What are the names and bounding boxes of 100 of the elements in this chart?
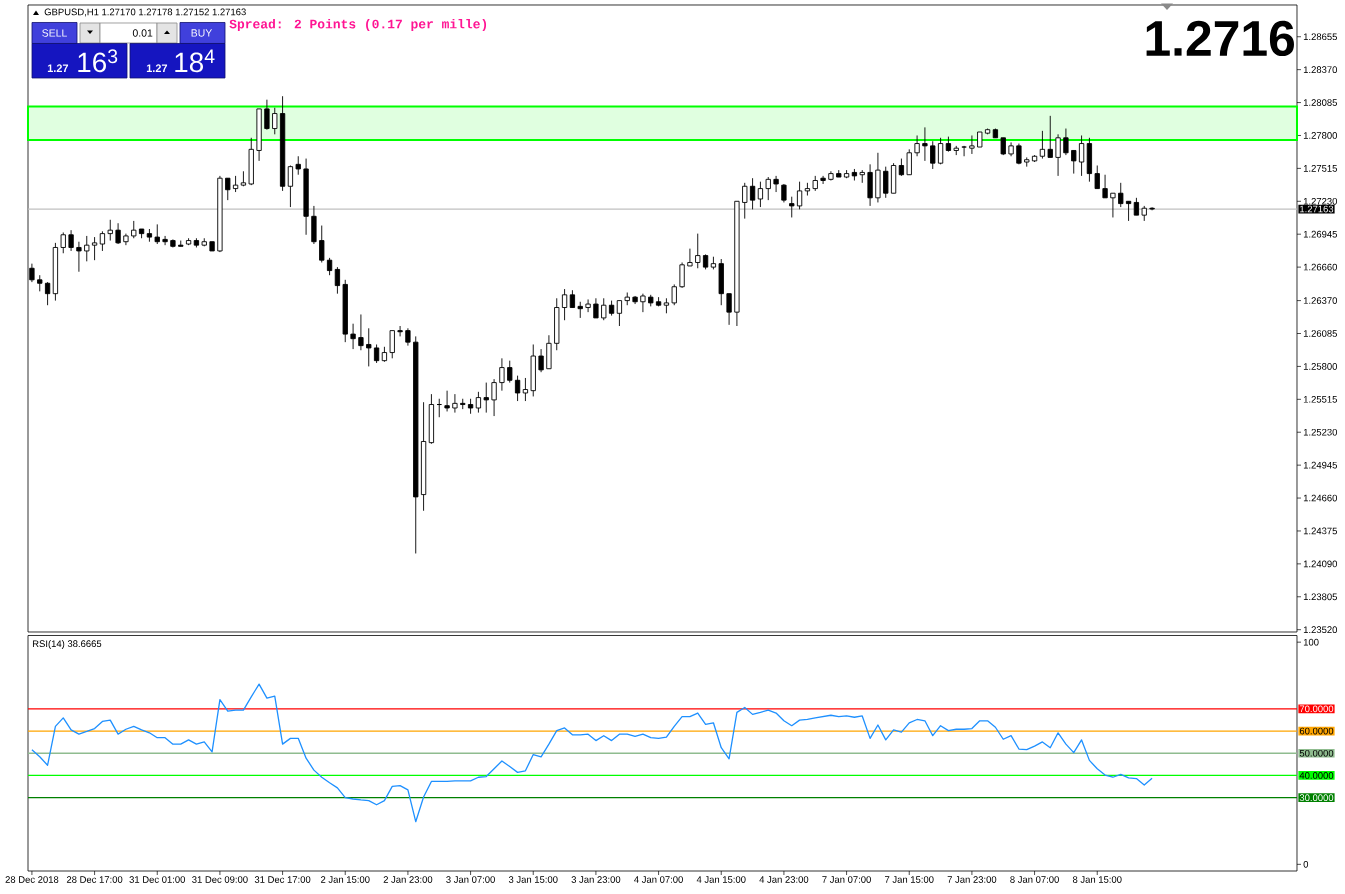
annotation: 1.2716 (1146, 20, 1294, 57)
candlestick (930, 140, 936, 170)
candlestick (366, 327, 372, 367)
y-tick-label: 1.24660 (1303, 494, 1338, 502)
candlestick (1102, 174, 1108, 199)
candlestick (1094, 165, 1100, 190)
chart-title: GBPUSD,H1 1.27170 1.27178 1.27152 1.27163 (44, 8, 246, 17)
candlestick (1055, 133, 1061, 177)
candlestick (1047, 115, 1053, 158)
candlestick (264, 99, 270, 131)
x-tick-label: 3 Jan 15:00 (508, 876, 558, 883)
ref-line-label: 1.27163 (1300, 205, 1334, 213)
candlestick (334, 266, 341, 295)
candlestick (44, 281, 51, 306)
y-tick-label: 1.25230 (1303, 428, 1338, 436)
candlestick (162, 235, 168, 246)
x-tick-label: 31 Dec 01:00 (129, 876, 186, 883)
candlestick (1039, 130, 1046, 160)
candlestick (796, 181, 803, 210)
candlestick (107, 219, 113, 241)
candlestick (749, 177, 756, 210)
candlestick (225, 177, 231, 201)
candlestick (272, 107, 278, 135)
candlestick (350, 323, 356, 350)
candlestick (76, 241, 82, 273)
candlestick (522, 377, 529, 402)
annotation: Spread: 2 Points (0.17 per mille) (229, 18, 487, 32)
candlestick (561, 288, 568, 321)
candlestick (765, 176, 771, 201)
candlestick (757, 181, 764, 208)
y-tick-label: 1.27800 (1303, 132, 1338, 139)
x-tick-label: 8 Jan 07:00 (1010, 876, 1059, 883)
candlestick (91, 236, 98, 261)
candlestick (319, 225, 325, 263)
candlestick (742, 182, 748, 220)
candlestick (358, 314, 364, 351)
candlestick (687, 248, 693, 267)
x-tick-label: 8 Jan 15:00 (1072, 876, 1122, 883)
candlestick (538, 348, 544, 373)
candlestick (1118, 182, 1124, 208)
candlestick (1110, 192, 1116, 218)
candlestick (726, 293, 732, 326)
candlestick (593, 297, 599, 319)
y-tick-label: 1.26660 (1303, 263, 1338, 271)
y-tick-label: 1.26370 (1303, 297, 1338, 304)
candlestick (671, 283, 677, 306)
annotation: BUY (191, 29, 213, 37)
x-tick-label: 28 Dec 2018 (5, 876, 59, 883)
candlestick (906, 148, 912, 176)
x-tick-label: 31 Dec 17:00 (254, 876, 311, 883)
annotation: SELL (42, 29, 67, 37)
candlestick (695, 233, 701, 269)
y-tick-label: 1.24945 (1303, 461, 1338, 469)
candlestick (99, 230, 106, 252)
y-tick-label: 1.25800 (1303, 363, 1338, 370)
candlestick (84, 235, 90, 262)
candlestick (961, 145, 967, 157)
y-tick-label: 1.23520 (1303, 626, 1338, 634)
candlestick (452, 393, 458, 414)
chart-title: RSI(14) 38.6665 (32, 640, 102, 649)
y-tick-label: 1.28655 (1303, 33, 1338, 41)
candlestick (373, 344, 380, 364)
candlestick (616, 300, 623, 327)
annotation: 16$^{3}$ (78, 49, 118, 73)
candlestick (499, 357, 505, 392)
candlestick (859, 169, 865, 184)
candlestick (883, 166, 889, 199)
candlestick (585, 298, 591, 313)
x-tick-label: 28 Dec 17:00 (66, 876, 123, 883)
candlestick (789, 196, 795, 218)
candlestick (475, 391, 482, 414)
annotation: 1.27 (146, 64, 168, 72)
candlestick (820, 175, 826, 185)
x-tick-label: 4 Jan 23:00 (759, 876, 809, 883)
candlestick (295, 155, 301, 176)
y-tick-label: 1.24090 (1303, 560, 1338, 568)
candlestick (1125, 200, 1132, 222)
x-tick-label: 3 Jan 23:00 (571, 876, 621, 883)
x-tick-label: 4 Jan 07:00 (634, 876, 683, 883)
candlestick (514, 375, 521, 402)
ref-line-label: 30.0000 (1299, 794, 1334, 802)
candlestick (507, 360, 513, 384)
candlestick (154, 223, 160, 245)
annotation: 0.01 (132, 29, 153, 37)
annotation: 18$^{4}$ (175, 49, 215, 73)
candlestick (287, 165, 294, 208)
candlestick (1078, 135, 1085, 177)
annotation: 1.27 (47, 64, 69, 72)
x-tick-label: 7 Jan 23:00 (947, 876, 997, 883)
candlestick (640, 293, 646, 313)
y-tick-label: 1.23805 (1303, 593, 1338, 601)
y-tick-label: 1.28370 (1303, 66, 1338, 73)
candlestick (601, 297, 607, 321)
y-tick-label: 1.27230 (1303, 197, 1338, 205)
ref-line-label: 50.0000 (1299, 749, 1334, 757)
candlestick (679, 262, 685, 289)
x-tick-label: 4 Jan 15:00 (696, 876, 746, 883)
ref-line-label: 60.0000 (1299, 727, 1334, 735)
y-tick-label: 100 (1303, 638, 1319, 646)
x-tick-label: 7 Jan 15:00 (884, 876, 934, 883)
